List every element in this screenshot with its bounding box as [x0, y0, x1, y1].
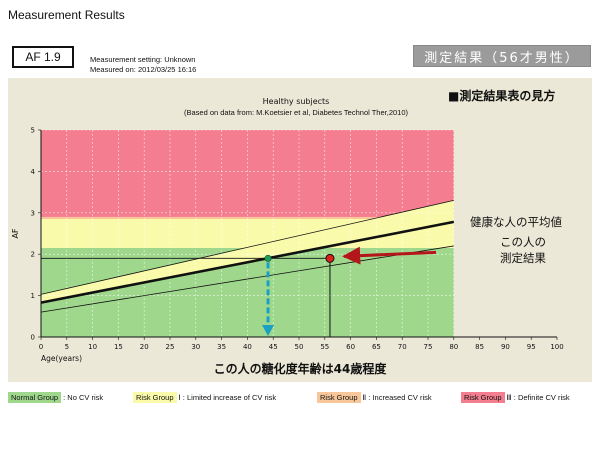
af-value-box: AF 1.9 — [12, 46, 74, 68]
legend-swatch: Risk Group — [461, 392, 505, 403]
x-tick-label: 5 — [65, 343, 69, 351]
x-tick-label: 50 — [295, 343, 304, 351]
result-tag: 測定結果（56才男性） — [413, 45, 591, 67]
x-tick-label: 95 — [527, 343, 536, 351]
x-tick-label: 40 — [243, 343, 252, 351]
y-tick-label: 5 — [31, 127, 35, 135]
x-tick-label: 65 — [372, 343, 381, 351]
legend-label: Ⅲ : Definite CV risk — [506, 393, 570, 402]
y-tick-label: 4 — [31, 168, 36, 176]
chart-title: Healthy subjects — [263, 97, 330, 106]
x-tick-label: 25 — [166, 343, 175, 351]
equivalent-point — [264, 254, 272, 262]
zone-band-2 — [41, 216, 454, 220]
legend-swatch: Normal Group — [8, 392, 62, 403]
x-tick-label: 45 — [269, 343, 278, 351]
x-tick-label: 60 — [346, 343, 355, 351]
x-tick-label: 55 — [320, 343, 329, 351]
x-tick-label: 35 — [217, 343, 226, 351]
x-tick-label: 80 — [449, 343, 458, 351]
y-tick-label: 1 — [31, 292, 35, 300]
legend-label: Ⅱ : Increased CV risk — [362, 393, 432, 402]
x-tick-label: 30 — [191, 343, 200, 351]
glycation-age-note: この人の糖化度年齢は44歳程度 — [214, 361, 388, 376]
measured-on: Measured on: 2012/03/25 16:16 — [90, 65, 197, 74]
y-tick-label: 2 — [31, 251, 35, 259]
x-axis-label: Age(years) — [41, 354, 82, 363]
legend-item: Risk Group Ⅱ : Increased CV risk — [317, 392, 432, 403]
legend-swatch: Risk Group — [317, 392, 361, 403]
x-tick-label: 0 — [39, 343, 43, 351]
measurement-label-line2: 測定結果 — [500, 251, 546, 265]
page-title: Measurement Results — [8, 8, 125, 22]
x-tick-label: 90 — [501, 343, 510, 351]
legend-label: : No CV risk — [63, 393, 104, 402]
measurement-arrow — [342, 246, 437, 265]
x-tick-label: 75 — [424, 343, 433, 351]
mean-line-label: 健康な人の平均値 — [470, 215, 562, 229]
band-line-2 — [40, 245, 454, 313]
mean-line — [40, 220, 455, 304]
legend-label: Ⅰ : Limited increase of CV risk — [178, 393, 277, 402]
x-tick-label: 100 — [550, 343, 563, 351]
x-tick-label: 20 — [140, 343, 149, 351]
band-line-1 — [40, 199, 454, 295]
measurement-point — [325, 253, 335, 263]
x-tick-label: 70 — [398, 343, 407, 351]
chart-subtitle: (Based on data from: M.Koetsier et al, D… — [184, 108, 409, 117]
x-tick-label: 10 — [88, 343, 97, 351]
y-tick-label: 3 — [31, 209, 35, 217]
measurement-label-line1: この人の — [500, 235, 546, 249]
legend-item: Risk Group Ⅰ : Limited increase of CV ri… — [133, 392, 276, 403]
chart-panel: 0 5 10 15 20 25 30 35 40 45 50 55 60 65 70 75 80 85 90 95 10… — [8, 78, 592, 382]
measurement-setting: Measurement setting: Unknown — [90, 55, 196, 64]
legend-item: Normal Group : No CV risk — [8, 392, 103, 403]
x-tick-label: 15 — [114, 343, 123, 351]
y-tick-label: 0 — [31, 334, 35, 342]
x-tick-label: 85 — [475, 343, 484, 351]
equivalent-age-arrow-head — [262, 325, 275, 336]
af-chart: 0 5 10 15 20 25 30 35 40 45 50 55 60 65 70 75 80 85 90 95 10… — [11, 88, 564, 376]
legend-swatch: Risk Group — [133, 392, 177, 403]
legend-item: Risk Group Ⅲ : Definite CV risk — [461, 392, 570, 403]
y-axis-label: AF — [11, 228, 20, 238]
guide-heading: ■測定結果表の見方 — [448, 88, 555, 103]
